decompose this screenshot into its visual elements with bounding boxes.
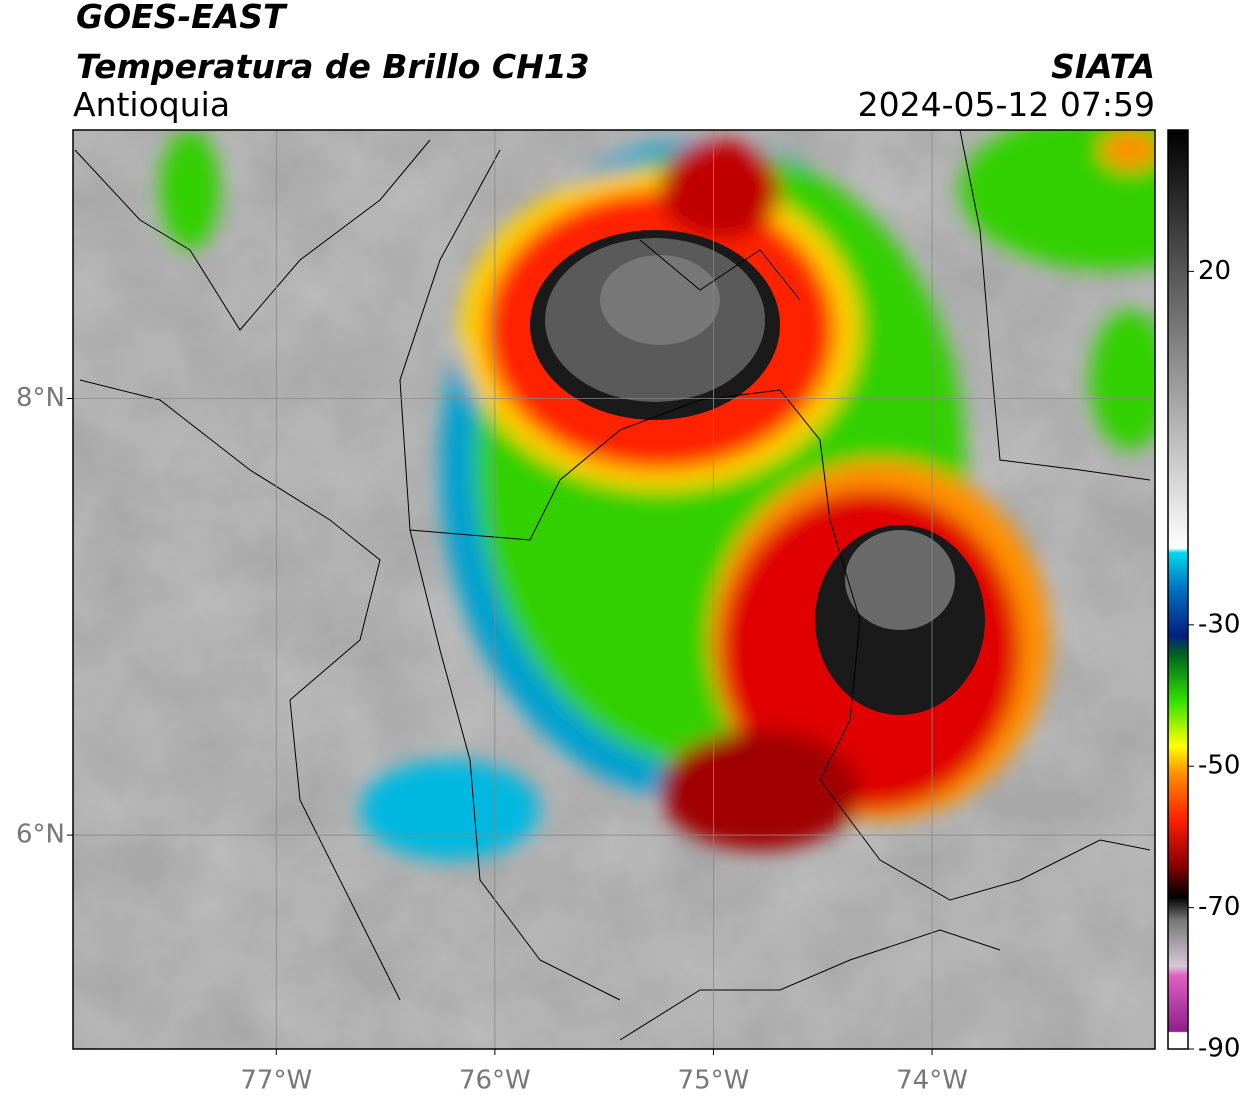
colorbar-tick-label: -90 — [1198, 1034, 1240, 1064]
y-tick-label: 6°N — [16, 820, 65, 850]
region: Antioquia — [73, 85, 230, 124]
colorbar-tick-label: -70 — [1198, 892, 1240, 922]
colorbar — [1167, 129, 1189, 1050]
y-tick-label: 8°N — [16, 383, 65, 413]
colorbar-tick-label: -30 — [1198, 609, 1240, 639]
subtitle: Temperatura de Brillo CH13 — [76, 47, 590, 86]
x-tick-label: 76°W — [459, 1066, 531, 1096]
source: SIATA — [1051, 47, 1155, 86]
colorbar-tick-label: -50 — [1198, 751, 1240, 781]
title: GOES-EAST — [76, 0, 288, 36]
map-image — [73, 130, 1155, 1049]
x-tick-label: 75°W — [678, 1066, 750, 1096]
timestamp: 2024-05-12 07:59 — [858, 85, 1155, 124]
colorbar-tick-label: 20 — [1198, 256, 1231, 286]
x-tick-label: 74°W — [896, 1066, 968, 1096]
x-tick-label: 77°W — [240, 1066, 312, 1096]
map-frame — [72, 129, 1156, 1050]
